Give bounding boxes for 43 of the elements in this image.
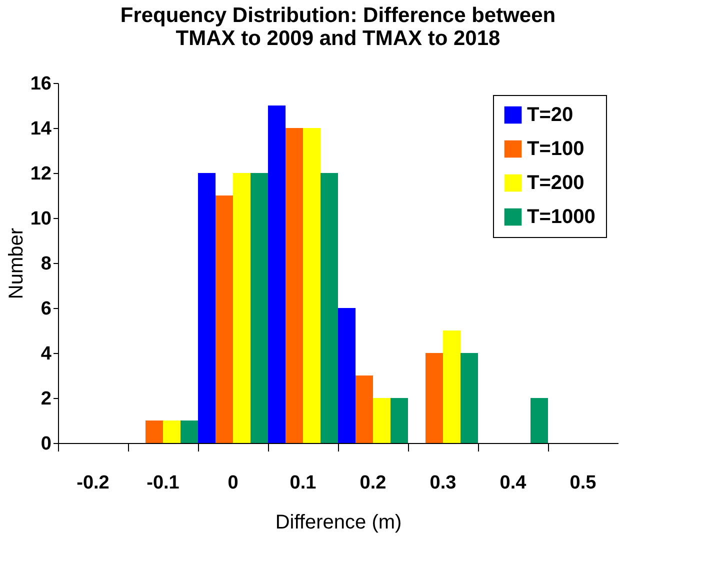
y-tick-label: 10 <box>30 208 52 230</box>
x-tick-label: 0.1 <box>290 472 317 494</box>
y-tick-label: 12 <box>30 164 52 184</box>
bar <box>426 353 443 443</box>
bar <box>286 128 303 443</box>
legend-label: T=100 <box>527 138 584 160</box>
bar <box>163 420 180 443</box>
bar <box>216 196 233 443</box>
x-tick-label: 0.4 <box>500 472 527 494</box>
x-tick-label: -0.2 <box>76 472 110 494</box>
x-tick-label: 0.5 <box>570 472 597 494</box>
bar <box>338 308 356 443</box>
bar <box>320 173 338 443</box>
y-tick-label: 14 <box>30 118 52 140</box>
legend-label: T=200 <box>527 172 584 194</box>
chart-title: Frequency Distribution: Difference between TMAX to 2009 and TMAX to 2018 <box>120 4 556 50</box>
bar <box>373 398 390 443</box>
y-tick-label: 6 <box>40 298 52 320</box>
bar <box>146 420 163 443</box>
bar <box>233 173 250 443</box>
bar <box>530 398 548 443</box>
y-tick-label: 16 <box>30 74 52 94</box>
y-axis-title: Number <box>5 228 28 300</box>
x-tick-label: 0 <box>228 472 238 494</box>
legend-label: T=20 <box>527 104 574 126</box>
bar <box>356 376 373 443</box>
x-tick-label: 0.2 <box>360 472 386 494</box>
bar <box>303 128 320 443</box>
bar <box>250 173 268 443</box>
x-tick-label: -0.1 <box>146 472 180 494</box>
bar <box>198 173 216 443</box>
bar <box>390 398 408 443</box>
y-tick-label: 4 <box>40 344 52 364</box>
y-tick-label: 2 <box>40 388 52 410</box>
x-tick-label: 0.3 <box>430 472 456 494</box>
bar <box>443 330 460 443</box>
y-tick-label: 0 <box>40 434 52 454</box>
legend-label: T=1000 <box>527 206 596 228</box>
bar <box>268 106 286 443</box>
bar <box>460 353 478 443</box>
y-tick-label: 8 <box>40 254 52 274</box>
bar <box>180 420 198 443</box>
x-axis-title: Difference (m) <box>275 512 402 534</box>
